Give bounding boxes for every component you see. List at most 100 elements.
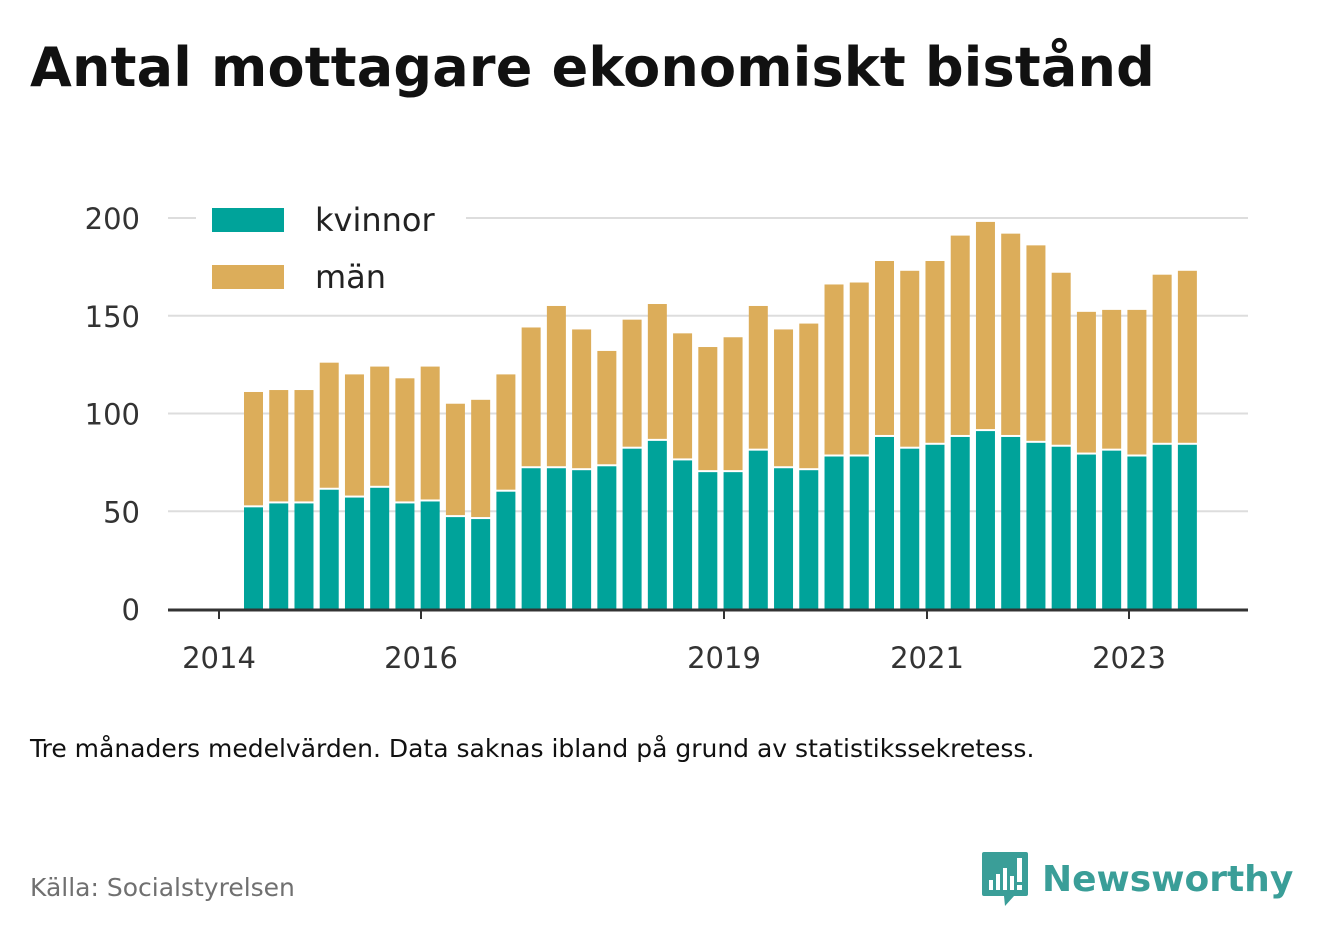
bar-kvinnor (572, 470, 592, 609)
x-tick-label: 2016 (384, 641, 458, 675)
bar-man (572, 329, 592, 469)
chart-title: Antal mottagare ekonomiskt bistånd (30, 36, 1156, 99)
bar-man (294, 390, 314, 502)
bar-man (496, 374, 516, 490)
legend-label: kvinnor (315, 201, 436, 239)
bar-man (1127, 309, 1147, 455)
bar-man (1177, 270, 1197, 443)
bar-kvinnor (950, 436, 970, 609)
bar-kvinnor (698, 472, 718, 609)
bar-kvinnor (1051, 446, 1071, 609)
bar-man (925, 261, 945, 443)
bar-man (597, 350, 617, 465)
x-tick-label: 2019 (687, 641, 761, 675)
bar-man (673, 333, 693, 459)
bar-kvinnor (925, 444, 945, 609)
legend-label: män (315, 258, 386, 296)
bar-man (1102, 309, 1122, 449)
bar-kvinnor (344, 497, 364, 609)
bar-kvinnor (1026, 442, 1046, 609)
bar-kvinnor (824, 456, 844, 609)
bar-man (244, 391, 263, 506)
y-tick-label: 0 (122, 593, 140, 627)
bar-man (950, 235, 970, 435)
y-tick-label: 200 (85, 202, 140, 236)
bar-kvinnor (319, 489, 339, 609)
bar-kvinnor (799, 470, 819, 609)
chart-note: Tre månaders medelvärden. Data saknas ib… (30, 734, 1035, 763)
bar-man (647, 304, 667, 439)
bar-man (420, 366, 440, 500)
bar-kvinnor (269, 503, 289, 609)
bar-man (975, 221, 995, 430)
bar-man (774, 329, 794, 467)
bar-man (824, 284, 844, 455)
bar-man (471, 399, 491, 518)
bar-man (370, 366, 390, 486)
brand-name: Newsworthy (1042, 858, 1294, 900)
bar-kvinnor (1127, 456, 1147, 609)
bar-man (849, 282, 869, 455)
bar-kvinnor (1177, 444, 1197, 609)
source-label: Källa: Socialstyrelsen (30, 873, 295, 902)
bar-man (698, 347, 718, 471)
y-tick-label: 100 (85, 398, 140, 432)
bar-kvinnor (546, 468, 566, 609)
bar-man (1051, 272, 1071, 445)
bar-kvinnor (1076, 454, 1096, 609)
bar-man (344, 374, 364, 496)
bar-kvinnor (1102, 450, 1122, 609)
bar-man (1152, 274, 1172, 443)
y-tick-label: 50 (103, 495, 140, 529)
bar-kvinnor (900, 448, 920, 609)
bar-kvinnor (294, 503, 314, 609)
bar-man (799, 323, 819, 469)
bar-kvinnor (975, 431, 995, 609)
bar-kvinnor (723, 472, 743, 609)
brand-logo[interactable]: Newsworthy (980, 850, 1293, 908)
bar-man (546, 305, 566, 467)
axes: 0 50 100 150 200 2014 2016 2019 2021 2023 (85, 202, 1248, 675)
bar-man (723, 337, 743, 471)
bar-kvinnor (647, 440, 667, 609)
bar-man (445, 403, 465, 516)
bars (244, 221, 1197, 609)
bar-man (900, 270, 920, 447)
legend-swatch (212, 208, 284, 232)
bar-kvinnor (622, 448, 642, 609)
bar-man (748, 305, 768, 449)
bar-kvinnor (471, 519, 491, 609)
x-tick-label: 2023 (1092, 641, 1166, 675)
legend-swatch (212, 265, 284, 289)
legend: kvinnor män (196, 200, 466, 308)
x-tick-label: 2021 (890, 641, 964, 675)
bar-kvinnor (748, 450, 768, 609)
bar-man (622, 319, 642, 447)
bar-kvinnor (244, 507, 263, 609)
bar-kvinnor (445, 517, 465, 609)
newsworthy-logo-icon (982, 852, 1028, 906)
bar-kvinnor (1001, 436, 1021, 609)
stacked-bar-chart: 0 50 100 150 200 2014 2016 2019 2021 2023 kvinnor… (85, 200, 1248, 675)
bar-man (1076, 311, 1096, 453)
bar-man (1026, 245, 1046, 441)
bar-man (521, 327, 541, 467)
bar-kvinnor (370, 487, 390, 609)
bar-kvinnor (496, 491, 516, 609)
bar-kvinnor (395, 503, 415, 609)
bar-kvinnor (875, 436, 894, 609)
x-tick-label: 2014 (182, 641, 256, 675)
y-tick-label: 150 (85, 300, 140, 334)
bar-kvinnor (1152, 444, 1172, 609)
bar-man (395, 378, 415, 502)
bar-kvinnor (849, 456, 869, 609)
bar-man (875, 261, 894, 435)
bar-man (319, 362, 339, 488)
bar-kvinnor (774, 468, 794, 609)
bar-kvinnor (597, 466, 617, 609)
bar-kvinnor (420, 501, 440, 609)
bar-kvinnor (521, 468, 541, 609)
bar-man (269, 390, 289, 502)
bar-man (1001, 233, 1021, 435)
bar-kvinnor (673, 460, 693, 609)
